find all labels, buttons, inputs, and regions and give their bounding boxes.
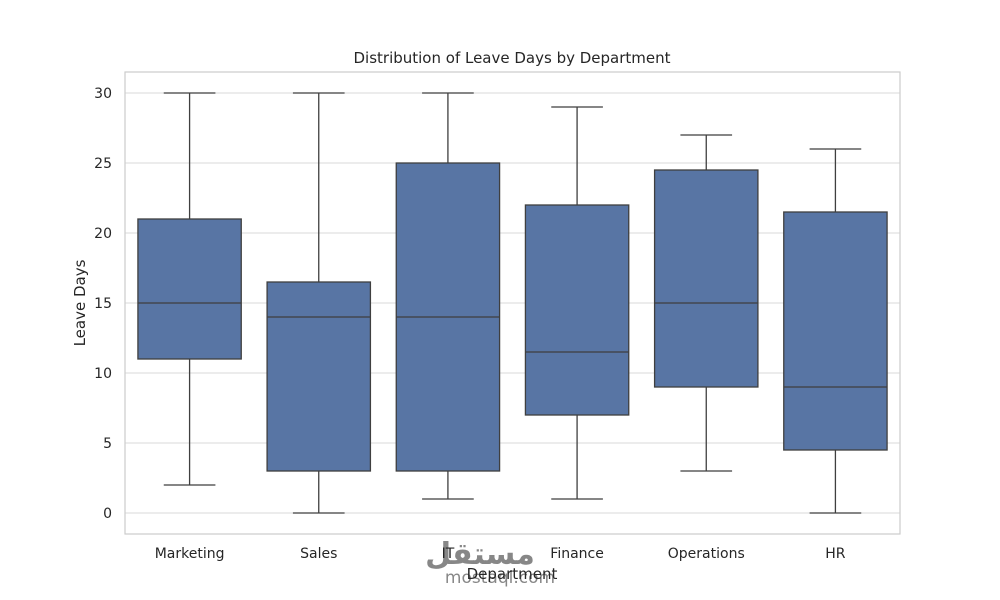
iqr-box — [783, 211, 888, 451]
y-tick-labels: 0 5 10 15 20 25 30 — [94, 86, 112, 522]
x-tick-label: IT — [442, 546, 455, 562]
x-axis-title: Department — [467, 565, 558, 583]
y-tick-label: 20 — [94, 226, 112, 242]
box-finance — [524, 106, 630, 500]
x-tick-label: Marketing — [155, 546, 225, 562]
box-marketing — [137, 92, 242, 486]
chart-title: Distribution of Leave Days by Department — [353, 49, 670, 67]
iqr-box — [266, 281, 372, 472]
y-tick-label: 15 — [94, 296, 112, 312]
y-tick-label: 5 — [103, 436, 112, 452]
y-tick-label: 25 — [94, 156, 112, 172]
box-sales — [266, 92, 372, 514]
y-tick-label: 0 — [103, 506, 112, 522]
x-tick-label: Finance — [550, 546, 604, 562]
y-tick-label: 30 — [94, 86, 112, 102]
plot-frame — [124, 71, 901, 535]
iqr-box — [653, 169, 759, 388]
x-tick-label: Sales — [300, 546, 337, 562]
x-tick-label: HR — [825, 546, 846, 562]
watermark-latin-text: mostaql.com — [445, 568, 555, 588]
x-tick-label: Operations — [668, 546, 745, 562]
iqr-box — [137, 218, 242, 360]
grid-lines — [125, 92, 900, 514]
box-operations — [653, 134, 759, 472]
box-it — [395, 92, 501, 500]
x-tick-labels: Marketing Sales IT Finance Operations HR — [155, 546, 846, 562]
box-hr — [783, 148, 888, 514]
watermark-logo: مستقل mostaql.com — [425, 537, 555, 588]
iqr-box — [524, 204, 630, 416]
y-axis-title: Leave Days — [71, 259, 89, 346]
watermark-arabic-text: مستقل — [425, 537, 535, 572]
box-series — [137, 92, 888, 514]
y-tick-label: 10 — [94, 366, 112, 382]
